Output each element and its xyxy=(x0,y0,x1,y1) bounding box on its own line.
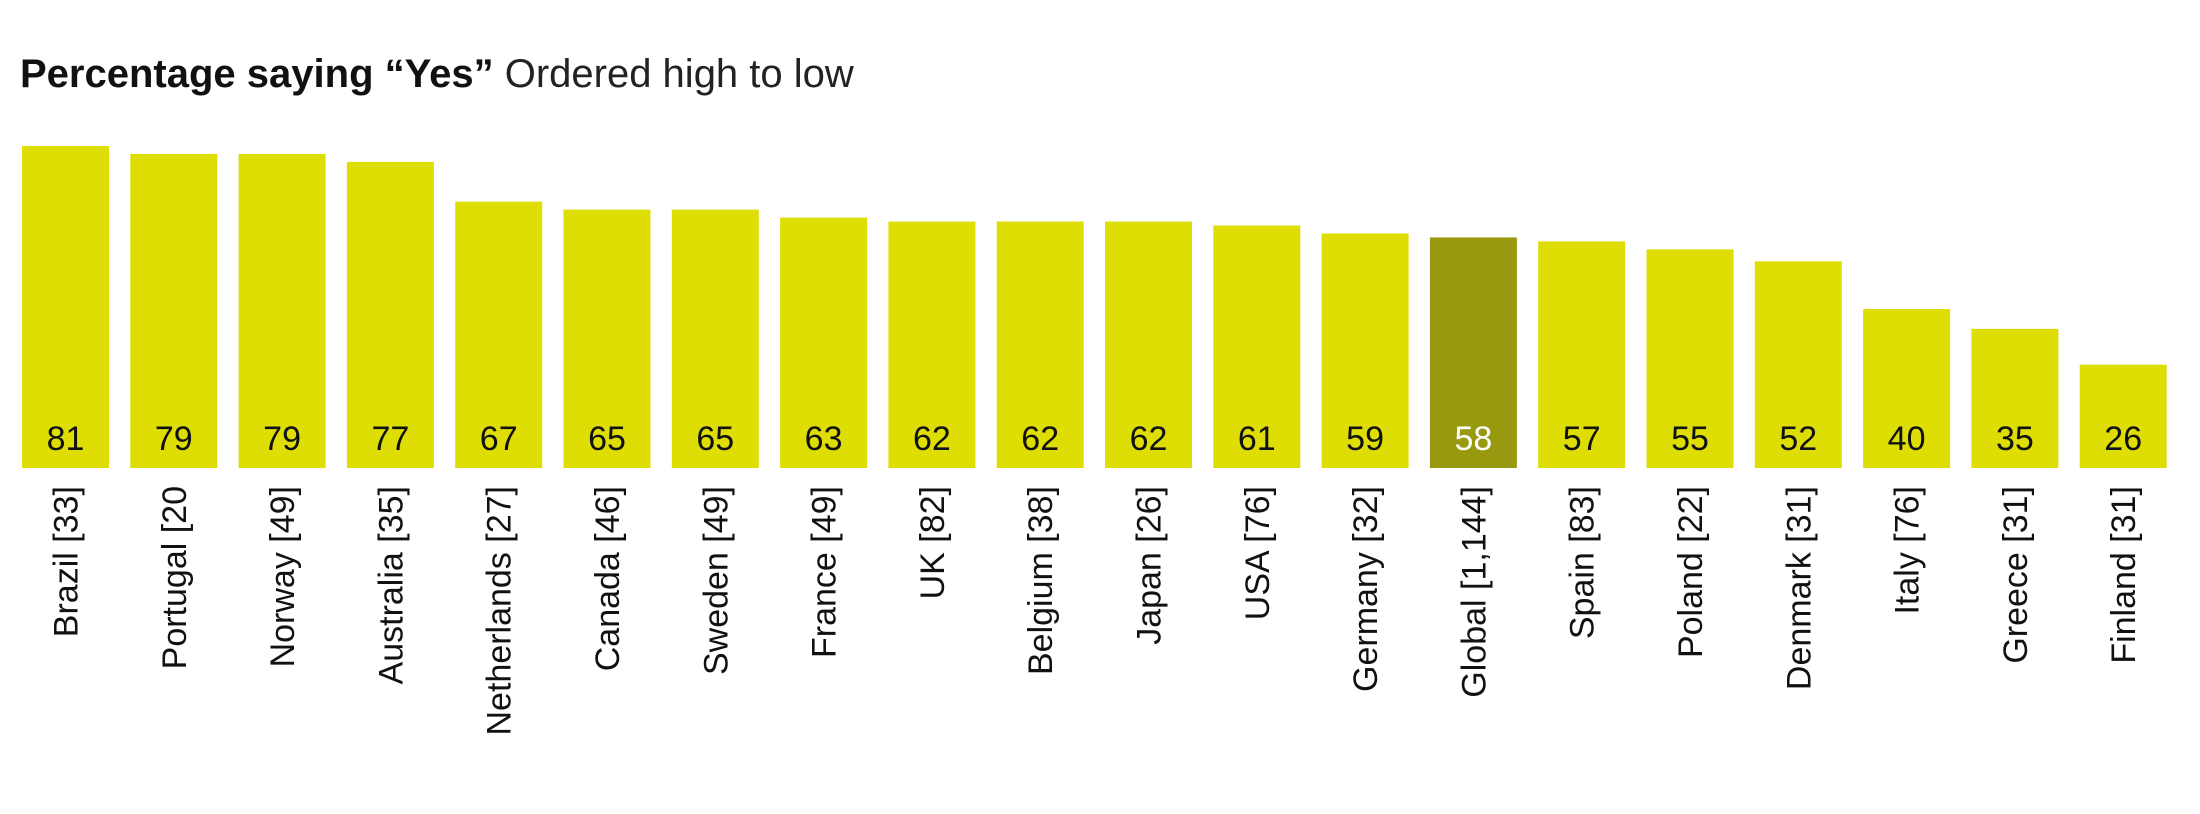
bar-8 xyxy=(888,221,976,468)
data-label-19: 26 xyxy=(2104,420,2142,458)
bar-2 xyxy=(238,153,326,468)
category-label-0: Brazil [33] xyxy=(48,486,86,637)
category-label-3: Australia [35] xyxy=(372,486,410,684)
category-label-14: Spain [83] xyxy=(1564,486,1602,639)
bar-13 xyxy=(1429,237,1517,468)
bar-16 xyxy=(1754,261,1842,468)
category-label-15: Poland [22] xyxy=(1672,486,1710,658)
data-label-16: 52 xyxy=(1779,420,1817,458)
data-label-2: 79 xyxy=(263,420,301,458)
data-label-11: 61 xyxy=(1238,420,1276,458)
category-label-1: Portugal [20 xyxy=(156,486,194,669)
chart-title-subtitle: Ordered high to low xyxy=(504,52,854,96)
bar-3 xyxy=(346,161,434,468)
category-label-19: Finland [31] xyxy=(2105,486,2143,664)
bar-14 xyxy=(1538,241,1626,468)
bar-4 xyxy=(455,201,543,468)
bar-6 xyxy=(671,209,759,469)
data-label-1: 79 xyxy=(155,420,193,458)
bar-12 xyxy=(1321,233,1409,468)
data-label-18: 35 xyxy=(1996,420,2034,458)
data-label-13: 58 xyxy=(1454,420,1492,458)
data-label-9: 62 xyxy=(1021,420,1059,458)
chart-title-bold: Percentage saying “Yes” xyxy=(20,52,494,96)
data-label-8: 62 xyxy=(913,420,951,458)
category-label-9: Belgium [38] xyxy=(1022,486,1060,675)
bar-15 xyxy=(1646,249,1734,468)
chart-title: Percentage saying “Yes” Ordered high to … xyxy=(20,52,854,97)
bar-10 xyxy=(1105,221,1192,468)
data-label-4: 67 xyxy=(480,420,518,458)
data-label-12: 59 xyxy=(1346,420,1384,458)
category-label-6: Sweden [49] xyxy=(697,486,735,675)
category-label-12: Germany [32] xyxy=(1347,486,1385,692)
data-label-5: 65 xyxy=(588,420,626,458)
data-label-15: 55 xyxy=(1671,420,1709,458)
category-label-4: Netherlands [27] xyxy=(481,486,519,736)
category-label-17: Italy [76] xyxy=(1889,486,1927,615)
bar-18 xyxy=(1971,328,2059,468)
category-label-16: Denmark [31] xyxy=(1780,486,1818,690)
bar-5 xyxy=(563,209,651,469)
category-label-2: Norway [49] xyxy=(264,486,302,667)
bar-0 xyxy=(22,146,109,468)
category-label-13: Global [1,144] xyxy=(1455,486,1493,698)
bar-17 xyxy=(1863,308,1951,468)
data-label-10: 62 xyxy=(1130,420,1168,458)
bar-1 xyxy=(130,153,218,468)
category-label-18: Greece [31] xyxy=(1997,486,2035,664)
category-label-11: USA [76] xyxy=(1239,486,1277,620)
data-label-3: 77 xyxy=(371,420,409,458)
data-label-7: 63 xyxy=(805,420,843,458)
category-label-5: Canada [46] xyxy=(589,486,627,671)
data-label-0: 81 xyxy=(47,420,85,458)
category-label-7: France [49] xyxy=(806,486,844,658)
bar-11 xyxy=(1213,225,1301,468)
bar-9 xyxy=(996,221,1084,468)
category-label-8: UK [82] xyxy=(914,486,952,599)
bar-7 xyxy=(780,217,868,468)
data-label-17: 40 xyxy=(1888,420,1926,458)
bar-19 xyxy=(2079,364,2167,468)
data-label-14: 57 xyxy=(1563,420,1601,458)
data-label-6: 65 xyxy=(696,420,734,458)
category-label-10: Japan [26] xyxy=(1131,486,1169,645)
